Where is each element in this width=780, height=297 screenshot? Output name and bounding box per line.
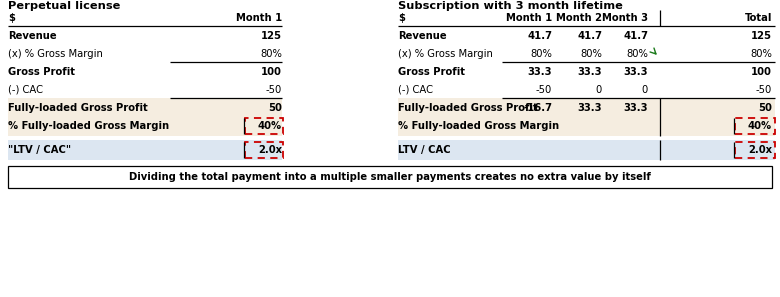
Text: 33.3: 33.3 bbox=[527, 67, 552, 77]
Text: % Fully-loaded Gross Margin: % Fully-loaded Gross Margin bbox=[8, 121, 169, 131]
Bar bbox=[245, 118, 283, 134]
Text: -50: -50 bbox=[756, 85, 772, 95]
Text: (x) % Gross Margin: (x) % Gross Margin bbox=[8, 49, 103, 59]
Text: "LTV / CAC": "LTV / CAC" bbox=[8, 145, 71, 155]
Text: % Fully-loaded Gross Margin: % Fully-loaded Gross Margin bbox=[398, 121, 559, 131]
Bar bbox=[8, 140, 282, 160]
Text: 80%: 80% bbox=[626, 49, 648, 59]
Text: 80%: 80% bbox=[260, 49, 282, 59]
Bar bbox=[8, 166, 772, 188]
Text: 41.7: 41.7 bbox=[577, 31, 602, 41]
Text: -16.7: -16.7 bbox=[523, 103, 552, 113]
Text: 100: 100 bbox=[261, 67, 282, 77]
Text: Gross Profit: Gross Profit bbox=[398, 67, 465, 77]
Text: 80%: 80% bbox=[580, 49, 602, 59]
Bar bbox=[735, 142, 775, 158]
Text: 41.7: 41.7 bbox=[527, 31, 552, 41]
Bar bbox=[398, 140, 775, 160]
Text: 80%: 80% bbox=[750, 49, 772, 59]
Text: 50: 50 bbox=[268, 103, 282, 113]
Text: $: $ bbox=[8, 13, 15, 23]
Text: 80%: 80% bbox=[530, 49, 552, 59]
Text: 125: 125 bbox=[751, 31, 772, 41]
Text: 33.3: 33.3 bbox=[623, 103, 648, 113]
Text: 33.3: 33.3 bbox=[623, 67, 648, 77]
Text: Fully-loaded Gross Profit: Fully-loaded Gross Profit bbox=[8, 103, 147, 113]
Text: 2.0x: 2.0x bbox=[748, 145, 772, 155]
Text: (-) CAC: (-) CAC bbox=[8, 85, 43, 95]
Text: Fully-loaded Gross Profit: Fully-loaded Gross Profit bbox=[398, 103, 537, 113]
Text: 33.3: 33.3 bbox=[577, 103, 602, 113]
Text: Total: Total bbox=[745, 13, 772, 23]
Text: LTV / CAC: LTV / CAC bbox=[398, 145, 451, 155]
Text: Perpetual license: Perpetual license bbox=[8, 1, 120, 11]
Text: Subscription with 3 month lifetime: Subscription with 3 month lifetime bbox=[398, 1, 623, 11]
Text: Month 3: Month 3 bbox=[602, 13, 648, 23]
Text: (-) CAC: (-) CAC bbox=[398, 85, 433, 95]
Text: 0: 0 bbox=[596, 85, 602, 95]
Text: -50: -50 bbox=[536, 85, 552, 95]
Text: Revenue: Revenue bbox=[8, 31, 57, 41]
Text: -50: -50 bbox=[266, 85, 282, 95]
Text: (x) % Gross Margin: (x) % Gross Margin bbox=[398, 49, 493, 59]
Text: Month 2: Month 2 bbox=[556, 13, 602, 23]
Text: Month 1: Month 1 bbox=[236, 13, 282, 23]
Text: Revenue: Revenue bbox=[398, 31, 447, 41]
Text: Gross Profit: Gross Profit bbox=[8, 67, 75, 77]
Text: 33.3: 33.3 bbox=[577, 67, 602, 77]
Text: 50: 50 bbox=[758, 103, 772, 113]
Text: Dividing the total payment into a multiple smaller payments creates no extra val: Dividing the total payment into a multip… bbox=[129, 172, 651, 182]
Text: 100: 100 bbox=[751, 67, 772, 77]
Bar bbox=[735, 118, 775, 134]
Text: Month 1: Month 1 bbox=[505, 13, 552, 23]
Text: 40%: 40% bbox=[258, 121, 282, 131]
Text: 125: 125 bbox=[261, 31, 282, 41]
Bar bbox=[398, 98, 775, 136]
Bar bbox=[245, 142, 283, 158]
Text: 0: 0 bbox=[642, 85, 648, 95]
Bar bbox=[8, 98, 282, 136]
Text: 40%: 40% bbox=[748, 121, 772, 131]
Text: 41.7: 41.7 bbox=[623, 31, 648, 41]
Text: 2.0x: 2.0x bbox=[258, 145, 282, 155]
Text: $: $ bbox=[398, 13, 405, 23]
